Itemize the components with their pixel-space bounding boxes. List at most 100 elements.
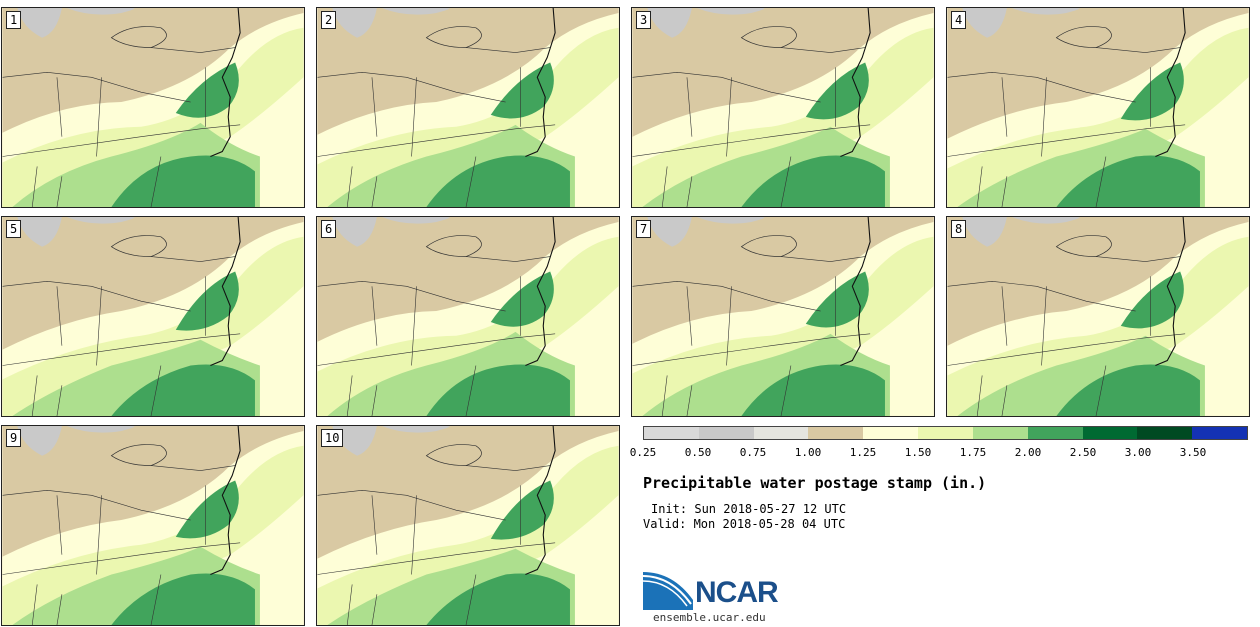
colorbar-tick-label: 3.50 [1179,446,1207,459]
very-dry-region [962,217,1080,247]
member-number: 1 [6,11,22,29]
state-boundaries [2,47,241,207]
wettest-region [1056,364,1200,416]
coastline [525,426,556,576]
moister-region [317,27,619,207]
colorbar-swatch [698,427,754,439]
colorbar-swatch [753,427,809,439]
moister-region [2,445,304,625]
colorbar-swatch [1082,427,1138,439]
member-number: 7 [636,220,652,238]
ncar-logo: NCAR [643,570,793,615]
colorbar-swatch [918,427,973,439]
member-number: 9 [6,429,22,447]
coastline [525,217,556,367]
colorbar [643,426,1248,440]
colorbar-tick-label: 2.00 [1014,446,1042,459]
precip-water-map [632,8,934,207]
wettest-region [741,364,885,416]
great-lakes-outline [425,444,482,466]
state-boundaries [632,256,871,416]
coastline [210,217,241,367]
colorbar-tick-label: 0.50 [684,446,712,459]
colorbar-swatch [1137,427,1193,439]
colorbar-tick-label: 0.25 [629,446,657,459]
moister-region [632,27,934,207]
great-lakes-outline [110,444,167,466]
coastline [210,8,241,158]
state-boundaries [947,256,1186,416]
chesapeake-moisture [490,480,554,540]
precip-water-map [632,217,934,416]
stamp-panel-2: 2 [316,7,620,208]
colorbar-swatch [1027,427,1083,439]
moister-region [2,236,304,416]
very-dry-region [332,217,450,247]
precip-water-map [317,426,619,625]
colorbar-tick-label: 1.50 [904,446,932,459]
stamp-panel-8: 8 [946,216,1250,417]
member-number: 8 [951,220,967,238]
colorbar-ticks: 0.25 0.50 0.75 1.00 1.25 1.50 1.75 2.00 2.50 3.00… [630,446,1260,460]
colorbar-swatch [1192,427,1247,439]
coastline [1155,8,1186,158]
moister-region [317,236,619,416]
great-lakes-outline [740,235,797,257]
state-boundaries [2,465,241,625]
very-dry-region [17,426,135,456]
colorbar-swatch [863,427,919,439]
precip-water-map [947,217,1249,416]
very-dry-region [962,8,1080,38]
state-boundaries [2,256,241,416]
ncar-swoosh-icon [643,572,693,610]
great-lakes-outline [740,26,797,48]
very-dry-region [17,8,135,38]
wettest-region [1056,155,1200,207]
colorbar-tick-label: 0.75 [739,446,767,459]
site-url: ensemble.ucar.edu [653,611,766,624]
coastline [840,8,871,158]
init-time: Init: Sun 2018-05-27 12 UTC [651,502,847,516]
great-lakes-outline [1055,26,1112,48]
precip-water-map [947,8,1249,207]
coastline [1155,217,1186,367]
colorbar-swatch [972,427,1028,439]
coastline [525,8,556,158]
stamp-panel-3: 3 [631,7,935,208]
moister-region [632,236,934,416]
great-lakes-outline [110,235,167,257]
chesapeake-moisture [175,271,239,331]
very-dry-region [17,217,135,247]
colorbar-swatch [644,427,699,439]
colorbar-tick-label: 1.00 [794,446,822,459]
wettest-region [111,573,255,625]
moister-region [317,445,619,625]
member-number: 6 [321,220,337,238]
great-lakes-outline [425,235,482,257]
colorbar-tick-label: 2.50 [1069,446,1097,459]
stamp-panel-4: 4 [946,7,1250,208]
member-number: 10 [321,429,344,447]
moister-region [947,27,1249,207]
member-number: 3 [636,11,652,29]
wettest-region [426,155,570,207]
member-number: 4 [951,11,967,29]
very-dry-region [332,426,450,456]
very-dry-region [647,8,765,38]
member-number: 5 [6,220,22,238]
wettest-region [426,573,570,625]
state-boundaries [317,47,556,207]
stamp-panel-10: 10 [316,425,620,626]
stamp-panel-1: 1 [1,7,305,208]
great-lakes-outline [425,26,482,48]
stamp-panel-6: 6 [316,216,620,417]
colorbar-tick-label: 3.00 [1124,446,1152,459]
precip-water-map [2,217,304,416]
precip-water-map [2,8,304,207]
moister-region [2,27,304,207]
stamp-panel-5: 5 [1,216,305,417]
precip-water-map [2,426,304,625]
state-boundaries [947,47,1186,207]
very-dry-region [647,217,765,247]
precip-water-map [317,217,619,416]
